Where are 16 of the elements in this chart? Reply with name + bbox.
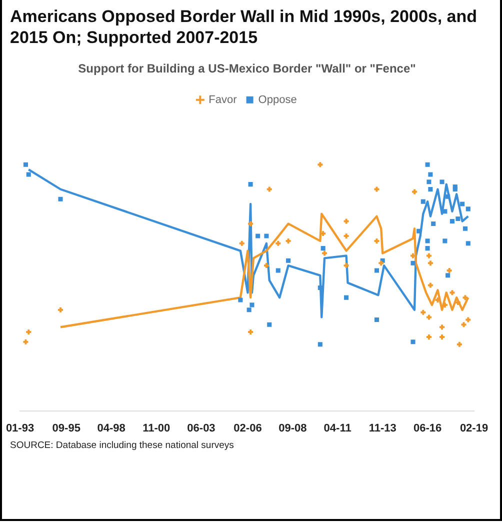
- x-tick-label: 04-11: [324, 422, 352, 434]
- chart-title: Americans Opposed Border Wall in Mid 1990s, 2000s, and 2015 On; Supported 2007-2015: [9, 6, 478, 48]
- legend-label: Oppose: [258, 94, 297, 106]
- legend-label: Favor: [208, 94, 238, 106]
- x-tick-label: 02-19: [460, 422, 488, 434]
- x-tick-label: 01-93: [6, 422, 34, 434]
- x-tick-label: 02-06: [234, 422, 262, 434]
- x-tick-label: 11-00: [142, 422, 170, 434]
- x-tick-label: 09-08: [278, 422, 307, 434]
- x-tick-label: 11-13: [368, 422, 396, 434]
- source-note: SOURCE: Database including these national surveys: [10, 440, 235, 452]
- x-tick-label: 06-03: [187, 422, 216, 434]
- x-tick-label: 06-16: [413, 422, 442, 434]
- x-tick-label: 04-98: [97, 422, 126, 434]
- x-tick-label: 09-95: [52, 422, 80, 434]
- chart-subtitle: Support for Building a US-Mexico Border "Wall" or "Fence": [78, 62, 416, 76]
